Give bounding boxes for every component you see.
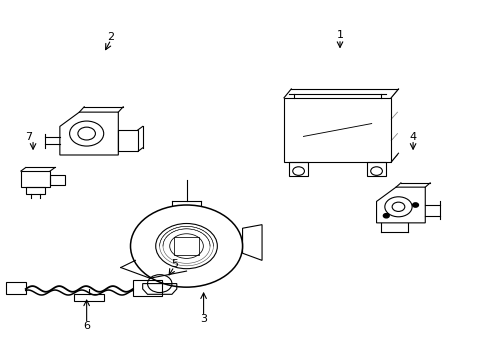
Text: 4: 4	[410, 132, 416, 142]
Text: 7: 7	[24, 132, 32, 142]
Text: 6: 6	[83, 321, 90, 332]
Circle shape	[383, 213, 389, 218]
Text: 5: 5	[171, 259, 178, 269]
Text: 2: 2	[107, 32, 115, 42]
Circle shape	[413, 203, 418, 207]
Text: 3: 3	[200, 314, 207, 324]
Text: 1: 1	[337, 30, 343, 40]
